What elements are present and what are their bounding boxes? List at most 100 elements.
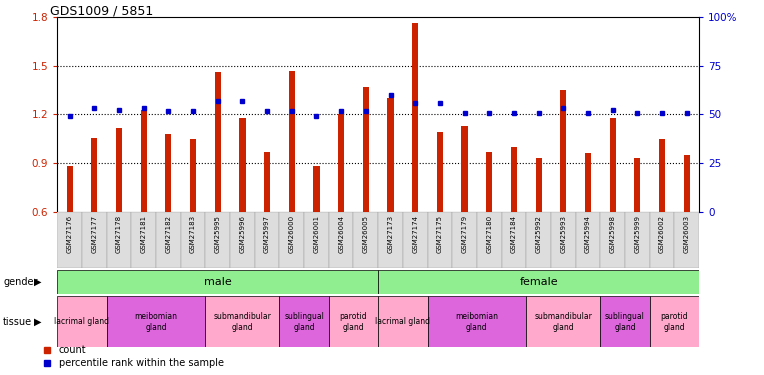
Bar bbox=[526, 212, 551, 268]
Text: GSM27179: GSM27179 bbox=[461, 214, 468, 253]
Bar bbox=[378, 296, 428, 347]
Text: meibomian
gland: meibomian gland bbox=[455, 312, 498, 332]
Text: GSM25995: GSM25995 bbox=[215, 214, 221, 253]
Text: GSM27178: GSM27178 bbox=[116, 214, 122, 253]
Bar bbox=[289, 70, 295, 212]
Bar bbox=[625, 212, 649, 268]
Bar bbox=[338, 114, 345, 212]
Bar bbox=[280, 212, 304, 268]
Text: GSM25992: GSM25992 bbox=[536, 214, 542, 253]
Bar bbox=[57, 212, 82, 268]
Bar bbox=[304, 212, 329, 268]
Bar bbox=[107, 296, 206, 347]
Text: GSM27184: GSM27184 bbox=[511, 214, 517, 253]
Text: sublingual
gland: sublingual gland bbox=[284, 312, 324, 332]
Bar bbox=[461, 126, 468, 212]
Bar bbox=[428, 212, 452, 268]
Bar bbox=[66, 166, 73, 212]
Bar bbox=[354, 212, 378, 268]
Bar bbox=[585, 153, 591, 212]
Bar bbox=[378, 212, 403, 268]
Bar bbox=[526, 296, 601, 347]
Bar bbox=[610, 118, 616, 212]
Bar bbox=[363, 87, 369, 212]
Bar bbox=[239, 118, 245, 212]
Text: GSM27182: GSM27182 bbox=[165, 214, 171, 253]
Legend: count, percentile rank within the sample: count, percentile rank within the sample bbox=[43, 345, 224, 368]
Bar bbox=[675, 212, 699, 268]
Text: male: male bbox=[204, 277, 231, 287]
Text: GSM25994: GSM25994 bbox=[585, 214, 591, 253]
Text: lacrimal gland: lacrimal gland bbox=[375, 317, 430, 326]
Bar bbox=[165, 134, 171, 212]
Bar bbox=[659, 139, 665, 212]
Bar bbox=[684, 155, 690, 212]
Bar bbox=[477, 212, 502, 268]
Bar bbox=[378, 270, 699, 294]
Text: lacrimal gland: lacrimal gland bbox=[54, 317, 109, 326]
Bar bbox=[190, 139, 196, 212]
Bar bbox=[387, 98, 393, 212]
Text: GSM27177: GSM27177 bbox=[92, 214, 97, 253]
Text: female: female bbox=[520, 277, 558, 287]
Text: ▶: ▶ bbox=[34, 316, 41, 327]
Text: tissue: tissue bbox=[3, 316, 32, 327]
Bar bbox=[452, 212, 477, 268]
Text: parotid
gland: parotid gland bbox=[340, 312, 367, 332]
Text: ▶: ▶ bbox=[34, 277, 41, 287]
Bar bbox=[601, 212, 625, 268]
Bar bbox=[82, 212, 107, 268]
Text: GSM25996: GSM25996 bbox=[239, 214, 245, 253]
Bar bbox=[502, 212, 526, 268]
Text: GSM27183: GSM27183 bbox=[190, 214, 196, 253]
Bar bbox=[116, 128, 122, 212]
Text: GSM26005: GSM26005 bbox=[363, 214, 369, 253]
Text: GSM27180: GSM27180 bbox=[486, 214, 492, 253]
Bar bbox=[511, 147, 517, 212]
Bar bbox=[230, 212, 254, 268]
Text: GSM27174: GSM27174 bbox=[413, 214, 418, 253]
Text: meibomian
gland: meibomian gland bbox=[134, 312, 177, 332]
Text: GSM26003: GSM26003 bbox=[684, 214, 690, 253]
Bar bbox=[649, 212, 675, 268]
Bar bbox=[575, 212, 601, 268]
Text: submandibular
gland: submandibular gland bbox=[534, 312, 592, 332]
Text: gender: gender bbox=[3, 277, 37, 287]
Bar bbox=[264, 152, 270, 212]
Text: GSM27173: GSM27173 bbox=[387, 214, 393, 253]
Bar bbox=[57, 296, 107, 347]
Text: GSM27176: GSM27176 bbox=[66, 214, 73, 253]
Bar bbox=[551, 212, 575, 268]
Bar bbox=[428, 296, 526, 347]
Text: GSM27181: GSM27181 bbox=[141, 214, 147, 253]
Bar bbox=[486, 152, 492, 212]
Bar bbox=[313, 166, 319, 212]
Bar bbox=[536, 158, 542, 212]
Text: GSM26002: GSM26002 bbox=[659, 214, 665, 253]
Bar bbox=[329, 296, 378, 347]
Bar bbox=[156, 212, 181, 268]
Text: GDS1009 / 5851: GDS1009 / 5851 bbox=[50, 4, 153, 18]
Text: GSM27175: GSM27175 bbox=[437, 214, 443, 253]
Text: GSM25999: GSM25999 bbox=[634, 214, 640, 253]
Bar bbox=[131, 212, 156, 268]
Bar bbox=[254, 212, 280, 268]
Bar bbox=[403, 212, 428, 268]
Bar bbox=[206, 296, 280, 347]
Text: GSM25997: GSM25997 bbox=[264, 214, 270, 253]
Bar bbox=[57, 270, 378, 294]
Bar bbox=[329, 212, 354, 268]
Bar bbox=[91, 138, 98, 212]
Text: parotid
gland: parotid gland bbox=[661, 312, 688, 332]
Text: GSM25998: GSM25998 bbox=[610, 214, 616, 253]
Text: sublingual
gland: sublingual gland bbox=[605, 312, 645, 332]
Bar bbox=[206, 212, 230, 268]
Text: GSM26004: GSM26004 bbox=[338, 214, 344, 253]
Bar bbox=[560, 90, 566, 212]
Bar bbox=[634, 158, 640, 212]
Bar bbox=[181, 212, 206, 268]
Bar bbox=[649, 296, 699, 347]
Bar bbox=[280, 296, 329, 347]
Bar bbox=[437, 132, 443, 212]
Bar bbox=[141, 110, 147, 212]
